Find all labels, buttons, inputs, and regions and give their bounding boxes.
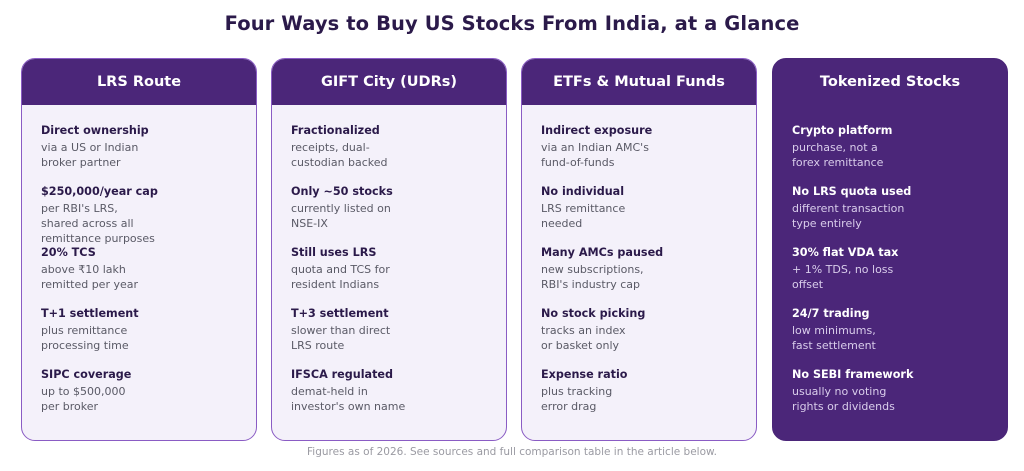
item-description: via an Indian AMC's fund-of-funds — [541, 141, 649, 169]
item-title: Only ~50 stocks — [291, 185, 393, 198]
item-title: 20% TCS — [41, 246, 96, 259]
item-title: No SEBI framework — [792, 368, 914, 381]
item-title: No individual — [541, 185, 625, 198]
list-item: No individual LRS remittance needed — [541, 184, 756, 245]
item-description: new subscriptions, RBI's industry cap — [541, 263, 644, 291]
list-item: Expense ratio plus tracking error drag — [541, 367, 756, 428]
list-item: T+1 settlement plus remittance processin… — [41, 306, 256, 367]
list-item: Indirect exposure via an Indian AMC's fu… — [541, 123, 756, 184]
item-description: via a US or Indian broker partner — [41, 141, 139, 169]
list-item: No LRS quota used different transaction … — [792, 184, 1007, 245]
list-item: Many AMCs paused new subscriptions, RBI'… — [541, 245, 756, 306]
list-item: No SEBI framework usually no voting righ… — [792, 367, 1007, 428]
list-item: IFSCA regulated demat-held in investor's… — [291, 367, 506, 428]
item-description: above ₹10 lakh remitted per year — [41, 263, 139, 291]
card-lrs-route: LRS Route Direct ownership via a US or I… — [21, 58, 257, 441]
card-heading: ETFs & Mutual Funds — [522, 59, 756, 105]
item-description: + 1% TDS, no loss offset — [792, 263, 894, 291]
item-title: IFSCA regulated — [291, 368, 394, 381]
item-title: Expense ratio — [541, 368, 628, 381]
card-tokenized-stocks: Tokenized Stocks Crypto platform purchas… — [772, 58, 1008, 441]
card-etfs-mutual-funds: ETFs & Mutual Funds Indirect exposure vi… — [521, 58, 757, 441]
item-title: Indirect exposure — [541, 124, 653, 137]
item-description: purchase, not a forex remittance — [792, 141, 884, 169]
list-item: Crypto platform purchase, not a forex re… — [792, 123, 1007, 184]
item-title: Crypto platform — [792, 124, 893, 137]
page-title: Four Ways to Buy US Stocks From India, a… — [224, 12, 800, 35]
card-heading: LRS Route — [22, 59, 256, 105]
list-item: SIPC coverage up to $500,000 per broker — [41, 367, 256, 428]
item-description: usually no voting rights or dividends — [792, 385, 895, 413]
list-item: 24/7 trading low minimums, fast settleme… — [792, 306, 1007, 367]
list-item: $250,000/year cap per RBI's LRS, shared … — [41, 184, 256, 245]
item-description: per RBI's LRS, shared across all remitta… — [41, 202, 155, 245]
item-title: No LRS quota used — [792, 185, 912, 198]
card-heading: Tokenized Stocks — [773, 59, 1007, 105]
item-description: low minimums, fast settlement — [792, 324, 876, 352]
item-title: Direct ownership — [41, 124, 149, 137]
item-description: quota and TCS for resident Indians — [291, 263, 390, 291]
item-description: receipts, dual- custodian backed — [291, 141, 388, 169]
item-title: Still uses LRS — [291, 246, 377, 259]
item-title: T+1 settlement — [41, 307, 139, 320]
item-description: demat-held in investor's own name — [291, 385, 406, 413]
item-description: currently listed on NSE-IX — [291, 202, 391, 230]
list-item: Fractionalized receipts, dual- custodian… — [291, 123, 506, 184]
list-item: Only ~50 stocks currently listed on NSE-… — [291, 184, 506, 245]
item-description: slower than direct LRS route — [291, 324, 391, 352]
item-title: Many AMCs paused — [541, 246, 664, 259]
list-item: T+3 settlement slower than direct LRS ro… — [291, 306, 506, 367]
list-item: 30% flat VDA tax + 1% TDS, no loss offse… — [792, 245, 1007, 306]
card-gift-city-udrs: GIFT City (UDRs) Fractionalized receipts… — [271, 58, 507, 441]
item-description: plus tracking error drag — [541, 385, 613, 413]
list-item: 20% TCS above ₹10 lakh remitted per year — [41, 245, 256, 306]
item-description: plus remittance processing time — [41, 324, 129, 352]
footer-note: Figures as of 2026. See sources and full… — [307, 446, 717, 458]
list-item: Direct ownership via a US or Indian brok… — [41, 123, 256, 184]
item-title: Fractionalized — [291, 124, 380, 137]
item-description: LRS remittance needed — [541, 202, 626, 230]
item-title: 30% flat VDA tax — [792, 246, 899, 259]
item-description: different transaction type entirely — [792, 202, 905, 230]
item-description: up to $500,000 per broker — [41, 385, 126, 413]
item-description: tracks an index or basket only — [541, 324, 626, 352]
item-title: SIPC coverage — [41, 368, 132, 381]
list-item: No stock picking tracks an index or bask… — [541, 306, 756, 367]
item-title: $250,000/year cap — [41, 185, 158, 198]
card-heading: GIFT City (UDRs) — [272, 59, 506, 105]
item-title: T+3 settlement — [291, 307, 389, 320]
item-title: No stock picking — [541, 307, 646, 320]
item-title: 24/7 trading — [792, 307, 870, 320]
list-item: Still uses LRS quota and TCS for residen… — [291, 245, 506, 306]
